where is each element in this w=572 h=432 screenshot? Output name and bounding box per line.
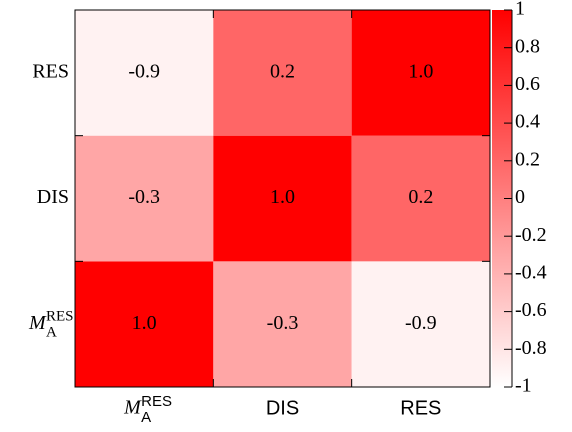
heatmap-cell [351,10,490,136]
plot-frame [74,9,491,388]
cell-label: 0.2 [270,60,295,82]
colorbar-tick-label: 0.4 [515,111,540,133]
heatmap-cell [75,10,214,136]
x-tick-label: M [123,397,142,419]
cell-label: -0.3 [267,312,299,334]
cell-label: 1.0 [132,312,157,334]
colorbar-tick-label: -0.8 [515,337,547,359]
y-tick-label: RES [46,309,74,325]
cell-label: 0.2 [408,186,433,208]
x-tick-label: DIS [266,397,299,419]
cell-label: -0.9 [128,60,160,82]
heatmap-cell [351,261,490,387]
y-tick-label: RES [32,60,69,82]
cell-label: -0.3 [128,186,160,208]
heatmap-cell [75,261,214,387]
y-tick-label: DIS [37,186,69,208]
heatmap-cell [351,135,490,262]
colorbar-tick-label: 0 [515,186,525,208]
heatmap-cell [75,135,214,262]
colorbar-tick-label: -0.6 [515,299,547,321]
x-tick-label: A [141,409,151,426]
y-tick-label: A [46,325,57,341]
colorbar-tick-label: -1 [515,375,532,397]
colorbar-tick-label: 0.8 [515,35,540,57]
cell-label: 1.0 [408,60,433,82]
colorbar-tick-label: 0.6 [515,73,540,95]
colorbar-tick-label: 0.2 [515,148,540,170]
x-tick-label: RES [400,397,441,419]
colorbar-tick-label: -0.2 [515,224,547,246]
colorbar [492,10,512,387]
cell-label: -0.9 [405,312,437,334]
heatmap-cell [213,135,352,262]
heatmap-cell [213,261,352,387]
cell-label: 1.0 [270,186,295,208]
colorbar-tick-label: 1 [515,0,525,20]
x-tick-label: RES [141,393,172,410]
colorbar-tick-label: -0.4 [515,261,547,283]
y-tick-label: M [28,312,47,334]
heatmap-cell [213,10,352,136]
